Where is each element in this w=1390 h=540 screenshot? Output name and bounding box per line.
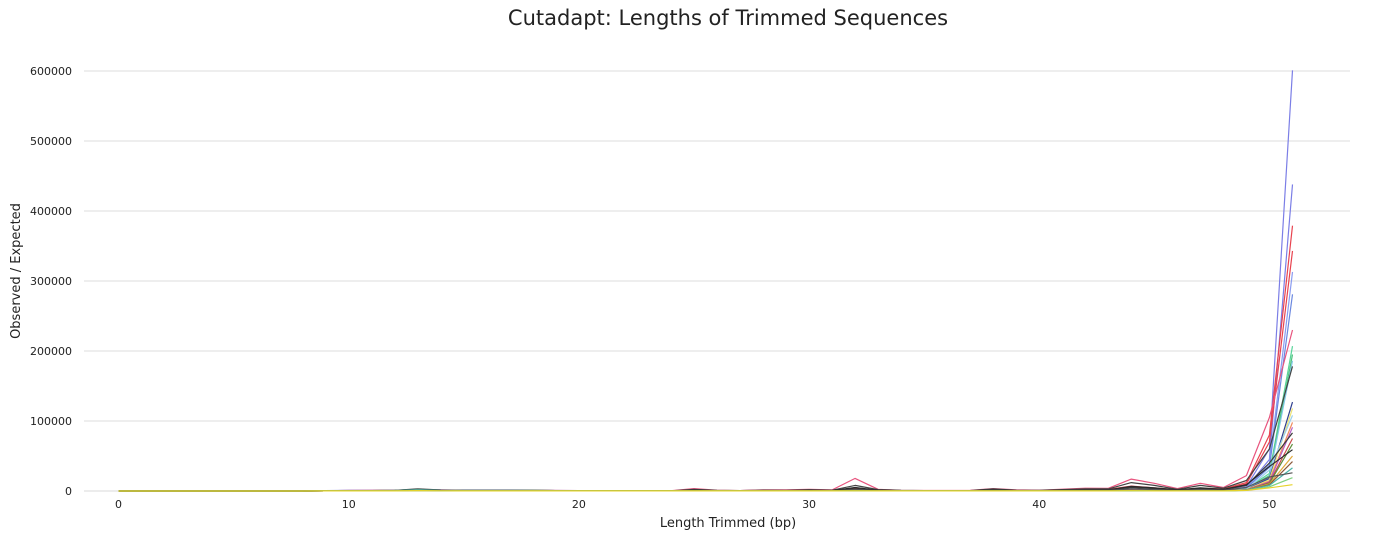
series-lines xyxy=(118,70,1294,492)
series-line-6 xyxy=(118,329,1294,492)
series-line-8 xyxy=(118,354,1294,492)
series-line-18 xyxy=(118,443,1294,492)
x-tick-label: 40 xyxy=(1032,498,1046,511)
y-tick-label: 300000 xyxy=(30,275,72,288)
series-line-4 xyxy=(118,271,1294,492)
series-line-20 xyxy=(118,455,1293,492)
x-tick-label: 10 xyxy=(342,498,356,511)
series-line-22 xyxy=(118,467,1293,492)
series-line-3 xyxy=(118,250,1294,492)
gridlines xyxy=(84,70,1350,422)
y-tick-label: 500000 xyxy=(30,135,72,148)
x-tick-label: 30 xyxy=(802,498,816,511)
y-tick-label: 600000 xyxy=(30,65,72,78)
series-line-10 xyxy=(118,366,1294,492)
x-tick-label: 0 xyxy=(115,498,122,511)
x-tick-label: 50 xyxy=(1262,498,1276,511)
y-tick-labels: 0 100000 200000 300000 400000 500000 600000 xyxy=(30,65,72,498)
series-line-2 xyxy=(118,225,1294,492)
series-line-9 xyxy=(118,360,1294,492)
x-tick-labels: 0 10 20 30 40 50 xyxy=(115,498,1276,511)
x-tick-label: 20 xyxy=(572,498,586,511)
series-line-14 xyxy=(118,422,1294,492)
series-line-7 xyxy=(118,345,1294,492)
series-line-25 xyxy=(118,484,1293,492)
series-line-16 xyxy=(118,432,1293,492)
y-tick-label: 0 xyxy=(65,485,72,498)
series-line-5 xyxy=(118,294,1294,492)
y-tick-label: 100000 xyxy=(30,415,72,428)
series-line-13 xyxy=(118,415,1294,492)
chart-title: Cutadapt: Lengths of Trimmed Sequences xyxy=(507,6,949,30)
series-line-1 xyxy=(118,184,1294,492)
y-axis-label: Observed / Expected xyxy=(9,203,24,339)
series-line-15 xyxy=(118,427,1294,492)
series-line-11 xyxy=(118,401,1294,492)
series-line-17 xyxy=(118,438,1294,492)
x-axis-label: Length Trimmed (bp) xyxy=(660,516,796,531)
y-tick-label: 200000 xyxy=(30,345,72,358)
y-tick-label: 400000 xyxy=(30,205,72,218)
